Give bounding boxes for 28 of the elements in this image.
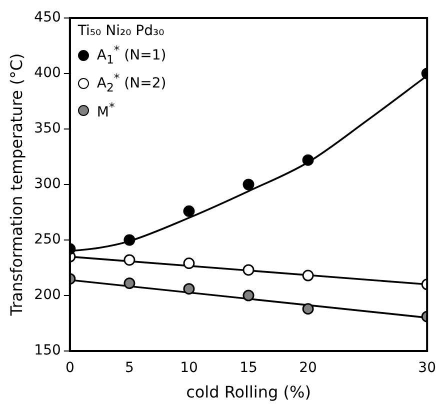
y-tick-label: 300 <box>34 176 61 192</box>
point <box>183 283 195 295</box>
point <box>302 154 314 166</box>
y-tick-label: 450 <box>34 10 61 26</box>
legend-label: M$^{*}$ <box>96 98 115 123</box>
y-axis-title: Transformation temperature (°C) <box>6 53 26 317</box>
x-axis-title: cold Rolling (%) <box>186 382 311 402</box>
x-tick-label: 10 <box>180 360 198 376</box>
x-tick-label: 20 <box>299 360 317 376</box>
point <box>242 290 254 302</box>
legend-label: A$_{1}$$^{*}$ (N=1) <box>96 42 166 68</box>
y-tick-label: 150 <box>34 342 61 359</box>
x-tick-label: 5 <box>124 360 134 376</box>
legend-label: A$_{2}$$^{*}$ (N=2) <box>96 70 166 97</box>
y-tick-label: 250 <box>34 232 61 248</box>
y-tick-label: 200 <box>34 287 61 304</box>
point <box>242 264 254 276</box>
x-tick-label: 15 <box>240 360 258 376</box>
x-tick-label: 30 <box>418 360 436 376</box>
point <box>183 258 195 270</box>
legend-title: Ti₅₀ Ni₂₀ Pd₃₀ <box>78 22 166 41</box>
point <box>183 205 195 217</box>
x-tick-label: 0 <box>65 360 74 376</box>
y-tick-label: 400 <box>34 65 61 82</box>
point <box>242 178 254 190</box>
point <box>302 303 314 315</box>
point <box>302 270 314 282</box>
y-tick-label: 350 <box>34 120 61 137</box>
